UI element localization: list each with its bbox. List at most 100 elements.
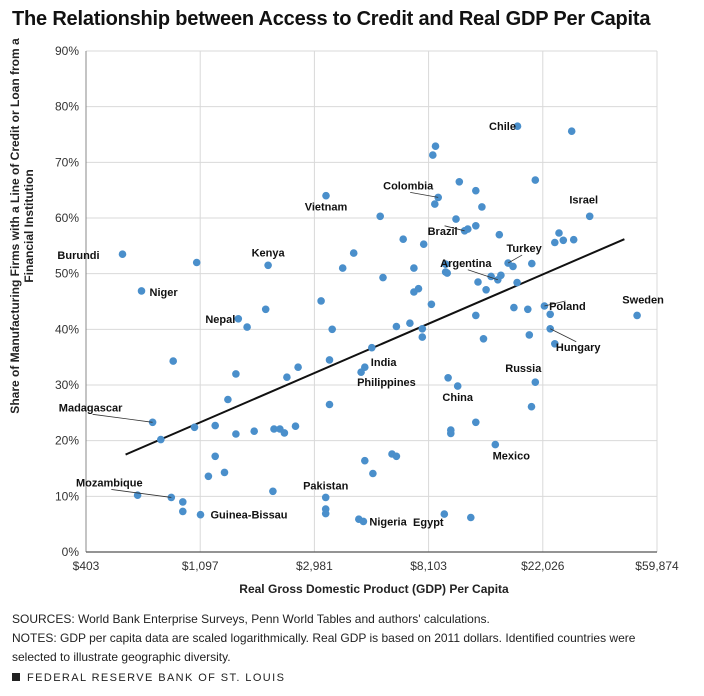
data-point [118, 250, 127, 258]
data-point [321, 509, 330, 518]
data-point [478, 203, 486, 211]
label-colombia: Colombia [383, 180, 434, 192]
data-point [280, 429, 289, 437]
data-point [546, 325, 554, 333]
y-tick-label: 50% [55, 267, 79, 281]
x-tick-label: $1,097 [182, 559, 219, 573]
x-tick-label: $403 [73, 559, 100, 573]
data-point [472, 311, 480, 320]
data-point [455, 178, 464, 186]
x-axis-title: Real Gross Domestic Product (GDP) Per Ca… [239, 582, 509, 596]
y-tick-label: 40% [55, 322, 79, 336]
data-point [169, 357, 177, 365]
data-point [472, 222, 480, 230]
data-point [509, 262, 517, 271]
data-point [359, 517, 368, 526]
data-point [179, 498, 187, 506]
x-tick-label: $59,874 [635, 559, 679, 573]
x-tick-label: $22,026 [521, 559, 565, 573]
data-point [447, 429, 455, 438]
data-point [294, 363, 302, 372]
data-point [250, 427, 258, 436]
data-point [479, 335, 488, 343]
data-point [204, 472, 213, 481]
data-point [528, 259, 536, 268]
label-hungary: Hungary [556, 342, 602, 354]
data-point [551, 340, 559, 348]
data-point [419, 240, 428, 248]
data-point [317, 297, 325, 305]
data-point [467, 513, 475, 522]
label-burundi: Burundi [57, 250, 99, 262]
data-point [392, 452, 401, 461]
sources-line: SOURCES: World Bank Enterprise Surveys, … [12, 612, 490, 626]
data-point [322, 191, 330, 200]
label-pakistan: Pakistan [303, 480, 349, 492]
label-sweden: Sweden [622, 294, 664, 306]
data-point [418, 325, 427, 333]
data-point [431, 200, 439, 208]
data-point [270, 425, 278, 433]
label-kenya: Kenya [252, 247, 286, 259]
data-point [361, 456, 369, 465]
data-point [440, 510, 449, 518]
data-point [474, 278, 482, 286]
data-point [321, 493, 330, 502]
data-point [527, 402, 536, 411]
data-point [441, 260, 450, 269]
label-argentina: Argentina [440, 258, 492, 270]
label-leader-line [111, 489, 172, 498]
label-leader-line [410, 192, 439, 198]
data-point [269, 487, 277, 496]
data-point [464, 225, 472, 233]
data-point [418, 333, 427, 341]
y-tick-label: 10% [55, 489, 79, 503]
label-vietnam: Vietnam [305, 202, 348, 214]
data-point [525, 331, 534, 339]
label-leader-line [544, 300, 566, 307]
data-point [531, 378, 540, 387]
label-leader-line [92, 413, 153, 423]
data-point [482, 286, 490, 294]
label-mexico: Mexico [493, 451, 531, 463]
data-point [243, 323, 251, 331]
footer-square-icon [12, 673, 20, 681]
data-point [540, 302, 549, 310]
data-point [368, 343, 376, 352]
data-point [399, 235, 408, 243]
label-guinea-bissau: Guinea-Bissau [211, 510, 288, 522]
label-poland: Poland [549, 301, 586, 313]
y-tick-label: 20% [55, 434, 79, 448]
data-point [232, 430, 240, 438]
y-tick-label: 60% [55, 211, 79, 225]
data-point [427, 300, 436, 309]
data-point [157, 435, 165, 444]
data-point [190, 423, 199, 432]
label-leader-line [444, 225, 465, 232]
data-points [118, 122, 641, 526]
axes: 0% 10% 20% 30% 40% 50% 60% 70% 80% 90% $403 $1,097 $… [55, 44, 679, 573]
data-point [406, 319, 414, 328]
y-tick-label: 0% [62, 545, 80, 559]
label-mozambique: Mozambique [76, 477, 143, 489]
label-nigeria: Nigeria [369, 516, 407, 528]
label-china: China [442, 392, 473, 404]
gridlines [86, 50, 658, 552]
x-tick-label: $8,103 [410, 559, 447, 573]
label-egypt: Egypt [413, 517, 444, 529]
label-nepal: Nepal [205, 314, 235, 326]
data-point [491, 440, 500, 449]
footer: FEDERAL RESERVE BANK OF ST. LOUIS [12, 672, 285, 684]
data-point [211, 421, 219, 430]
notes-line-1: NOTES: GDP per capita data are scaled lo… [12, 631, 636, 645]
data-point [349, 249, 358, 257]
data-point [361, 363, 369, 372]
data-point [524, 305, 532, 314]
data-point [559, 236, 568, 245]
data-point [513, 122, 522, 130]
label-israel: Israel [569, 194, 598, 206]
data-point [431, 142, 440, 150]
data-point [325, 356, 334, 364]
data-point [531, 176, 540, 184]
data-point [192, 258, 201, 267]
